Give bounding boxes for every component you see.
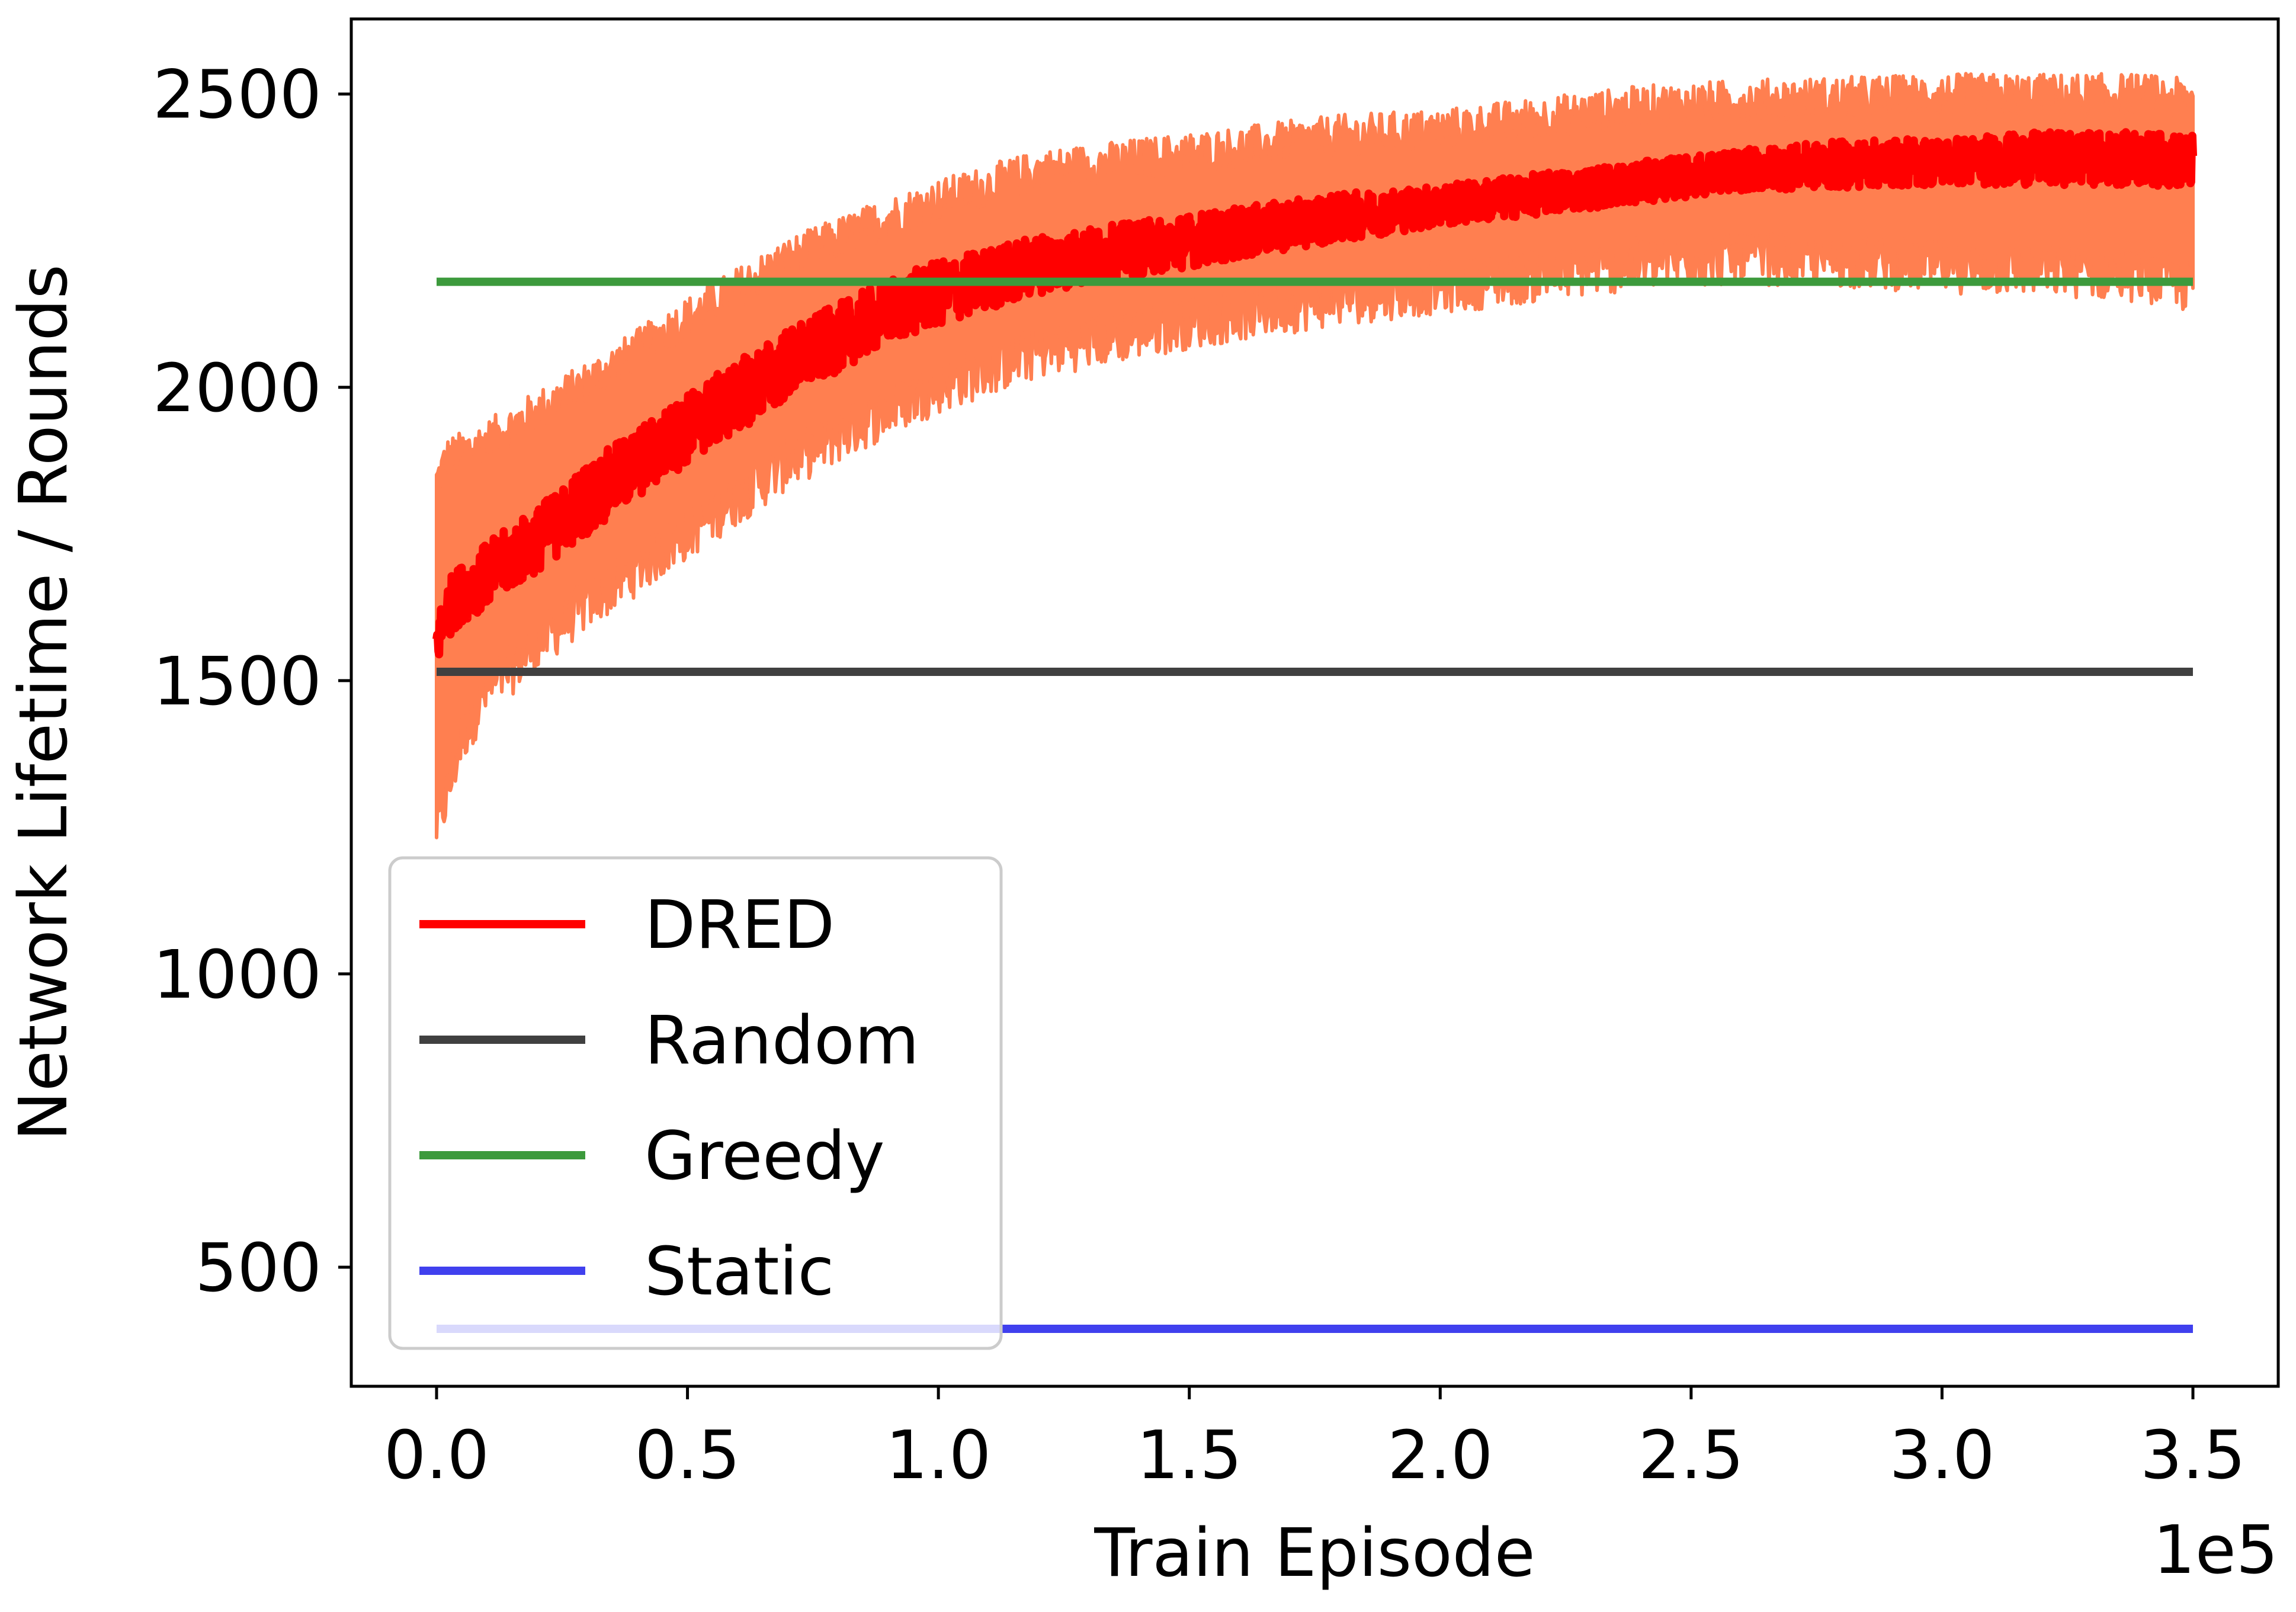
legend: DRED Random Greedy Static bbox=[388, 856, 1003, 1350]
legend-box bbox=[388, 856, 1003, 1350]
y-tick-label: 2000 bbox=[153, 350, 322, 427]
x-tick-label: 0.5 bbox=[635, 1417, 740, 1494]
plot-area bbox=[432, 72, 2197, 1333]
x-tick-label: 2.5 bbox=[1638, 1417, 1744, 1494]
y-tick-label: 1000 bbox=[153, 937, 322, 1014]
x-tick-label: 1.0 bbox=[886, 1417, 991, 1494]
x-tick-label: 1.5 bbox=[1137, 1417, 1242, 1494]
legend-label-greedy: Greedy bbox=[644, 1118, 885, 1195]
dred-range-band bbox=[435, 72, 2195, 839]
legend-label-random: Random bbox=[644, 1002, 919, 1079]
x-axis-label: Train Episode bbox=[1094, 1515, 1535, 1592]
legend-label-static: Static bbox=[644, 1233, 834, 1310]
x-tick-label: 0.0 bbox=[384, 1417, 489, 1494]
y-tick-label: 2500 bbox=[153, 57, 322, 134]
legend-label-dred: DRED bbox=[644, 887, 835, 964]
y-axis-label: Network Lifetime / Rounds bbox=[5, 264, 82, 1141]
y-tick-label: 1500 bbox=[153, 643, 322, 720]
x-axis-offset-label: 1e5 bbox=[2153, 1512, 2278, 1589]
axes: 0.0 0.5 1.0 1.5 2.0 2.5 3.0 3.5 500 1000 1500 2000 2… bbox=[153, 17, 2280, 1494]
x-tick-label: 3.5 bbox=[2140, 1417, 2246, 1494]
x-tick-label: 2.0 bbox=[1387, 1417, 1493, 1494]
axes-frame bbox=[349, 17, 2280, 1388]
y-tick-label: 500 bbox=[195, 1230, 322, 1307]
dred-line bbox=[432, 128, 2197, 659]
x-tick-label: 3.0 bbox=[1889, 1417, 1994, 1494]
